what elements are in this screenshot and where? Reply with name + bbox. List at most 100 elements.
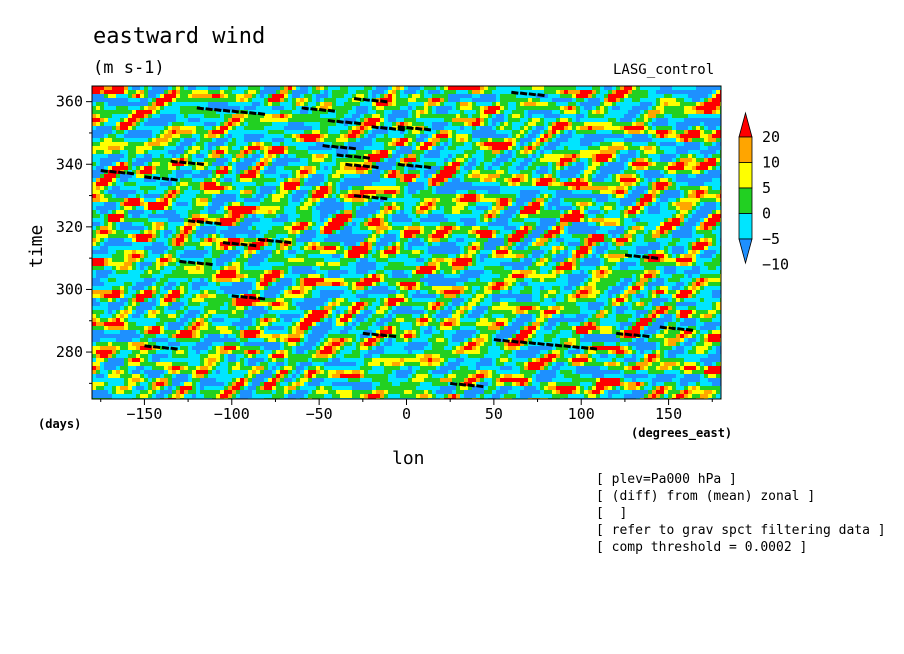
heatmap-cell [156, 158, 160, 162]
heatmap-cell [620, 122, 624, 126]
heatmap-cell [460, 146, 464, 150]
heatmap-cell [488, 134, 492, 138]
heatmap-cell [108, 198, 112, 202]
heatmap-cell [236, 206, 240, 210]
heatmap-cell [508, 138, 512, 142]
heatmap-cell [520, 162, 524, 166]
heatmap-cell [532, 134, 536, 138]
heatmap-cell [248, 122, 252, 126]
heatmap-cell [560, 186, 564, 190]
heatmap-cell [528, 158, 532, 162]
heatmap-cell [216, 166, 220, 170]
heatmap-cell [644, 194, 648, 198]
heatmap-cell [208, 150, 212, 154]
heatmap-cell [96, 138, 100, 142]
heatmap-cell [176, 174, 180, 178]
heatmap-cell [308, 110, 312, 114]
heatmap-cell [376, 122, 380, 126]
heatmap-cell [504, 106, 508, 110]
heatmap-cell [488, 118, 492, 122]
heatmap-cell [320, 118, 324, 122]
heatmap-cell [548, 126, 552, 130]
heatmap-cell [456, 206, 460, 210]
heatmap-cell [576, 142, 580, 146]
heatmap-cell [636, 202, 640, 206]
heatmap-cell [684, 190, 688, 194]
heatmap-cell [504, 102, 508, 106]
heatmap-cell [672, 126, 676, 130]
heatmap-cell [704, 154, 708, 158]
heatmap-cell [272, 102, 276, 106]
heatmap-cell [460, 170, 464, 174]
heatmap-cell [416, 118, 420, 122]
heatmap-cell [124, 90, 128, 94]
heatmap-cell [104, 106, 108, 110]
heatmap-cell [576, 174, 580, 178]
heatmap-cell [312, 102, 316, 106]
heatmap-cell [212, 206, 216, 210]
heatmap-cell [96, 194, 100, 198]
heatmap-cell [548, 142, 552, 146]
heatmap-cell [452, 86, 456, 90]
heatmap-cell [276, 206, 280, 210]
heatmap-cell [544, 122, 548, 126]
heatmap-cell [428, 154, 432, 158]
heatmap-cell [652, 138, 656, 142]
heatmap-cell [412, 190, 416, 194]
heatmap-cell [608, 122, 612, 126]
heatmap-cell [520, 150, 524, 154]
heatmap-cell [156, 194, 160, 198]
heatmap-cell [428, 110, 432, 114]
heatmap-cell [124, 202, 128, 206]
heatmap-cell [544, 166, 548, 170]
heatmap-cell [152, 170, 156, 174]
heatmap-cell [200, 158, 204, 162]
heatmap-cell [92, 150, 96, 154]
heatmap-cell [164, 210, 168, 214]
heatmap-cell [156, 126, 160, 130]
heatmap-cell [472, 158, 476, 162]
heatmap-cell [384, 90, 388, 94]
heatmap-cell [100, 90, 104, 94]
heatmap-cell [416, 198, 420, 202]
heatmap-cell [336, 134, 340, 138]
heatmap-cell [132, 166, 136, 170]
heatmap-cell [664, 114, 668, 118]
heatmap-cell [316, 190, 320, 194]
heatmap-cell [416, 94, 420, 98]
heatmap-cell [140, 90, 144, 94]
heatmap-cell [504, 186, 508, 190]
heatmap-cell [380, 206, 384, 210]
heatmap-cell [204, 190, 208, 194]
heatmap-cell [400, 202, 404, 206]
heatmap-cell [116, 186, 120, 190]
heatmap-cell [556, 190, 560, 194]
heatmap-cell [712, 114, 716, 118]
heatmap-cell [472, 90, 476, 94]
heatmap-cell [512, 206, 516, 210]
heatmap-cell [564, 94, 568, 98]
heatmap-cell [680, 190, 684, 194]
heatmap-cell [100, 206, 104, 210]
heatmap-cell [320, 90, 324, 94]
heatmap-cell [604, 126, 608, 130]
heatmap-cell [352, 90, 356, 94]
heatmap-cell [320, 170, 324, 174]
heatmap-cell [580, 186, 584, 190]
heatmap-cell [604, 98, 608, 102]
heatmap-cell [164, 98, 168, 102]
heatmap-cell [132, 174, 136, 178]
heatmap-cell [328, 186, 332, 190]
heatmap-cell [668, 98, 672, 102]
heatmap-cell [284, 162, 288, 166]
heatmap-cell [532, 150, 536, 154]
heatmap-cell [328, 130, 332, 134]
heatmap-cell [600, 142, 604, 146]
heatmap-cell [400, 170, 404, 174]
heatmap-cell [128, 202, 132, 206]
heatmap-cell [308, 198, 312, 202]
heatmap-cell [620, 194, 624, 198]
heatmap-cell [320, 154, 324, 158]
heatmap-cell [156, 142, 160, 146]
heatmap-cell [408, 166, 412, 170]
